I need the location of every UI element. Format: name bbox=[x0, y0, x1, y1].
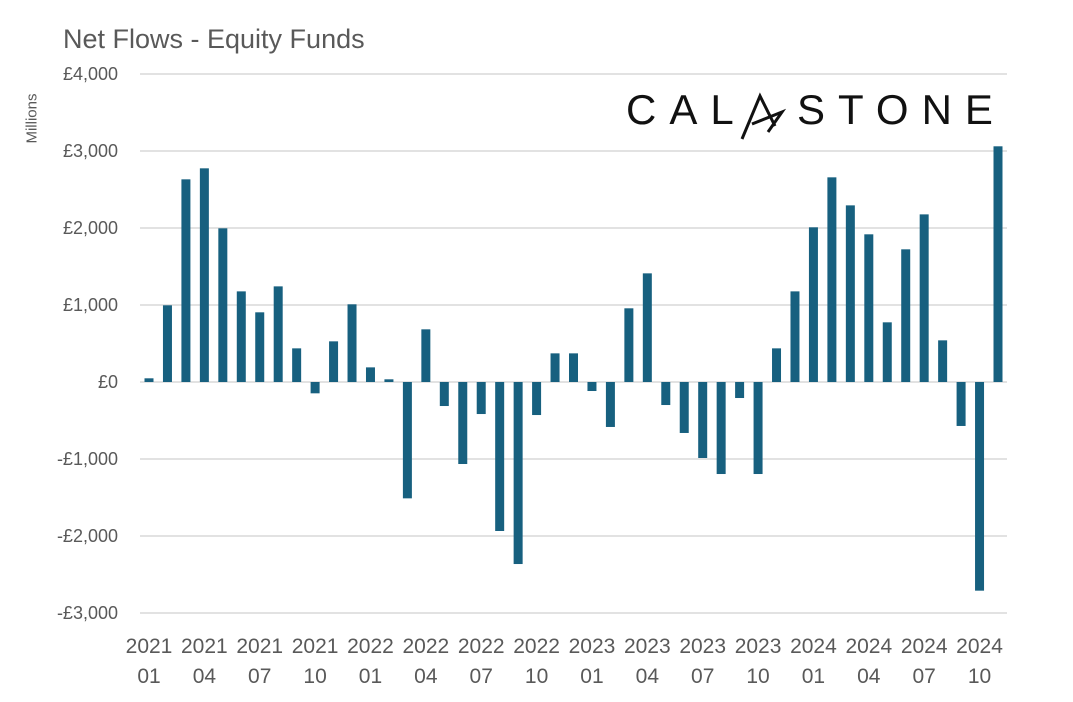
x-tick-month: 01 bbox=[580, 665, 603, 688]
bar-2021-03 bbox=[181, 179, 191, 382]
bar-2021-11 bbox=[329, 341, 339, 382]
y-tick-label: £0 bbox=[98, 372, 118, 392]
x-tick-month: 01 bbox=[802, 665, 825, 688]
x-tick-year: 2024 bbox=[790, 635, 837, 658]
x-tick-year: 2023 bbox=[735, 635, 782, 658]
bar-2022-03 bbox=[402, 382, 412, 499]
bar-2021-08 bbox=[273, 286, 283, 382]
bar-2022-08 bbox=[495, 382, 505, 531]
bar-2024-08 bbox=[938, 340, 948, 382]
x-tick-year: 2023 bbox=[569, 635, 616, 658]
bar-2024-07 bbox=[919, 214, 929, 382]
bar-2022-10 bbox=[532, 382, 542, 416]
bar-2024-03 bbox=[845, 205, 855, 382]
bar-2022-01 bbox=[365, 367, 375, 382]
bar-2023-09 bbox=[735, 382, 745, 399]
bar-2022-07 bbox=[476, 382, 486, 415]
bar-2023-06 bbox=[679, 382, 689, 433]
bars bbox=[144, 146, 1003, 591]
x-tick-year: 2021 bbox=[236, 635, 283, 658]
x-tick-month: 01 bbox=[137, 665, 160, 688]
x-tick-year: 2023 bbox=[624, 635, 671, 658]
bar-2021-06 bbox=[236, 291, 246, 382]
bar-2022-11 bbox=[550, 353, 560, 382]
bar-2024-11 bbox=[993, 146, 1003, 382]
bar-2024-10 bbox=[975, 382, 985, 591]
logo-text-cal: CAL bbox=[626, 86, 747, 133]
bar-2023-03 bbox=[624, 308, 634, 382]
bar-2021-09 bbox=[292, 348, 302, 382]
bar-2022-09 bbox=[513, 382, 523, 565]
x-tick-month: 07 bbox=[912, 665, 935, 688]
bar-2023-11 bbox=[772, 348, 782, 382]
bar-2022-12 bbox=[569, 353, 578, 382]
logo-text-stone: STONE bbox=[797, 86, 1006, 133]
bar-2024-05 bbox=[882, 322, 892, 382]
x-tick-month: 10 bbox=[525, 665, 548, 688]
bar-2024-02 bbox=[827, 177, 837, 382]
calastone-logo: CAL STONE bbox=[626, 86, 1006, 140]
x-tick-year: 2022 bbox=[347, 635, 394, 658]
x-tick-year: 2021 bbox=[181, 635, 228, 658]
bar-2024-04 bbox=[864, 234, 874, 382]
bar-2021-12 bbox=[347, 304, 357, 382]
x-tick-year: 2022 bbox=[402, 635, 449, 658]
bar-2022-06 bbox=[458, 382, 468, 465]
bar-2023-07 bbox=[698, 382, 708, 458]
x-tick-year: 2021 bbox=[126, 635, 173, 658]
bar-2021-10 bbox=[310, 382, 320, 394]
x-tick-year: 2024 bbox=[901, 635, 948, 658]
bar-2021-07 bbox=[255, 312, 265, 382]
logo-arrow-icon bbox=[740, 92, 787, 140]
x-tick-year: 2024 bbox=[956, 635, 1003, 658]
bar-2024-09 bbox=[956, 382, 966, 426]
y-tick-label: £1,000 bbox=[63, 295, 118, 315]
x-tick-month: 07 bbox=[470, 665, 493, 688]
y-tick-label: -£2,000 bbox=[57, 526, 118, 546]
y-tick-label: £2,000 bbox=[63, 218, 118, 238]
x-tick-month: 04 bbox=[193, 665, 217, 688]
x-tick-month: 04 bbox=[414, 665, 438, 688]
bar-2021-01 bbox=[144, 378, 154, 382]
x-tick-year: 2023 bbox=[679, 635, 726, 658]
bar-2023-12 bbox=[790, 291, 800, 382]
x-tick-month: 10 bbox=[303, 665, 326, 688]
bar-2021-02 bbox=[162, 305, 172, 382]
x-tick-year: 2024 bbox=[845, 635, 892, 658]
bar-2024-06 bbox=[901, 249, 911, 382]
bar-2023-08 bbox=[716, 382, 726, 475]
y-tick-label: £3,000 bbox=[63, 141, 118, 161]
bar-2023-02 bbox=[605, 382, 615, 427]
y-tick-label: -£1,000 bbox=[57, 449, 118, 469]
y-tick-label: £4,000 bbox=[63, 64, 118, 84]
bar-2023-05 bbox=[661, 382, 671, 406]
x-tick-month: 01 bbox=[359, 665, 382, 688]
x-tick-year: 2022 bbox=[458, 635, 505, 658]
bar-2023-04 bbox=[642, 273, 652, 382]
x-tick-month: 07 bbox=[691, 665, 714, 688]
bar-2024-01 bbox=[808, 227, 818, 382]
gridlines bbox=[140, 73, 1007, 614]
bar-2023-10 bbox=[753, 382, 763, 475]
x-tick-month: 04 bbox=[636, 665, 660, 688]
x-tick-month: 10 bbox=[746, 665, 769, 688]
y-tick-label: -£3,000 bbox=[57, 603, 118, 623]
chart-title: Net Flows - Equity Funds bbox=[63, 24, 365, 54]
x-tick-month: 07 bbox=[248, 665, 271, 688]
bar-2022-02 bbox=[384, 379, 394, 382]
y-tick-labels: £4,000 £3,000 £2,000 £1,000 £0 -£1,000 -£2,000… bbox=[57, 64, 118, 623]
x-tick-year: 2022 bbox=[513, 635, 560, 658]
bar-2021-05 bbox=[218, 228, 228, 382]
bar-2021-04 bbox=[199, 168, 209, 382]
x-tick-year: 2021 bbox=[292, 635, 339, 658]
bar-2022-05 bbox=[439, 382, 449, 407]
bar-2023-01 bbox=[587, 382, 597, 392]
bar-2022-04 bbox=[421, 329, 431, 382]
x-tick-month: 10 bbox=[968, 665, 991, 688]
x-tick-month: 04 bbox=[857, 665, 881, 688]
x-tick-labels: 2021 01 2021 04 2021 07 2021 10 2022 01 2022 04 2022… bbox=[126, 635, 1004, 688]
